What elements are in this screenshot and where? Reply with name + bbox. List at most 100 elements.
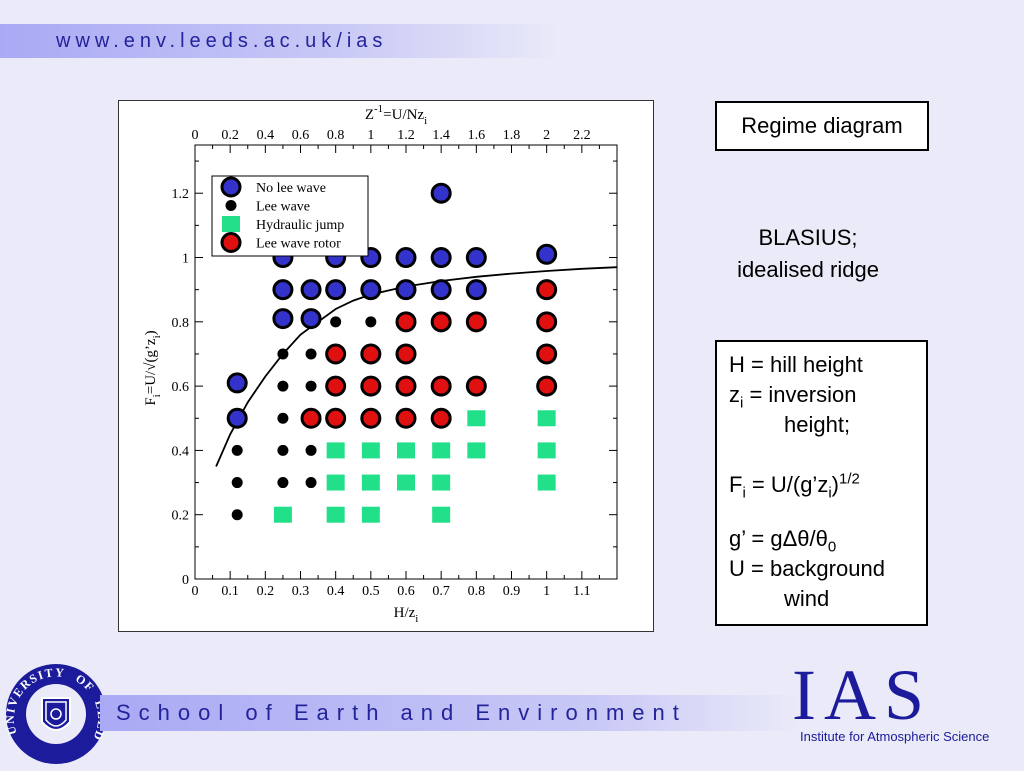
top-tick-label: 1 xyxy=(367,128,374,143)
series-lee-wave xyxy=(231,316,377,521)
def-h: H = hill height xyxy=(729,352,863,377)
case-line-2: idealised ridge xyxy=(737,257,879,282)
x-tick-label: 0.5 xyxy=(362,584,380,599)
data-point xyxy=(277,412,289,424)
x-tick-label: 1 xyxy=(543,584,550,599)
y-tick-label: 0.6 xyxy=(172,380,190,395)
x-tick-label: 0.1 xyxy=(221,584,239,599)
data-point xyxy=(231,477,243,489)
data-point xyxy=(360,407,382,429)
data-point xyxy=(226,407,248,429)
data-point xyxy=(395,247,417,269)
top-axis-label: Z-1=U/Nzi xyxy=(365,103,427,127)
data-point xyxy=(537,410,556,427)
legend-marker xyxy=(220,232,242,253)
data-point xyxy=(325,279,347,301)
data-point xyxy=(465,311,487,333)
data-point xyxy=(395,279,417,301)
data-point xyxy=(231,444,243,456)
data-point xyxy=(361,474,380,491)
x-tick-label: 1.1 xyxy=(573,584,591,599)
data-point xyxy=(467,442,486,459)
top-tick-label: 0 xyxy=(192,128,199,143)
data-point xyxy=(305,477,317,489)
data-point xyxy=(537,474,556,491)
x-tick-label: 0.7 xyxy=(432,584,450,599)
definitions-box: H = hill height zi = inversion height; F… xyxy=(715,340,928,626)
x-tick-label: 0.3 xyxy=(292,584,310,599)
y-tick-label: 1.2 xyxy=(172,187,190,202)
top-tick-label: 0.8 xyxy=(327,128,345,143)
header-band xyxy=(0,24,560,58)
def-zi: zi = inversion xyxy=(729,382,857,412)
x-tick-label: 0.9 xyxy=(503,584,521,599)
data-point xyxy=(465,375,487,397)
top-tick-label: 1.4 xyxy=(432,128,450,143)
data-point xyxy=(360,343,382,365)
data-point xyxy=(305,444,317,456)
def-u-cont: wind xyxy=(784,586,830,611)
top-tick-label: 1.6 xyxy=(468,128,486,143)
data-point xyxy=(277,348,289,360)
data-point xyxy=(397,474,415,491)
data-point xyxy=(361,442,380,459)
y-tick-label: 0 xyxy=(182,573,189,588)
data-point xyxy=(536,375,558,397)
data-point xyxy=(467,410,486,427)
top-tick-label: 1.8 xyxy=(503,128,521,143)
data-point xyxy=(300,308,322,330)
data-point xyxy=(277,444,289,456)
data-point xyxy=(272,308,294,330)
y-axis-label: Fi=U/√(g’zi) xyxy=(143,330,163,405)
legend: No lee wave Lee wave Hydraulic jump Lee wav… xyxy=(211,175,369,257)
top-tick-label: 2.2 xyxy=(573,128,591,143)
data-point xyxy=(326,442,345,459)
data-point xyxy=(277,477,289,489)
data-point xyxy=(432,442,451,459)
y-tick-label: 1 xyxy=(182,252,189,267)
data-point xyxy=(536,279,558,301)
data-point xyxy=(430,407,452,429)
data-point xyxy=(300,279,322,301)
ias-logo: IAS xyxy=(792,655,933,735)
data-point xyxy=(325,375,347,397)
top-tick-label: 0.4 xyxy=(257,128,275,143)
data-point xyxy=(397,442,415,459)
header-url[interactable]: www.env.leeds.ac.uk/ias xyxy=(56,30,388,52)
y-tick-label: 0.8 xyxy=(172,316,190,331)
regime-title-box: Regime diagram xyxy=(715,101,929,151)
legend-marker xyxy=(222,216,240,232)
data-point xyxy=(326,474,345,491)
x-tick-label: 0.2 xyxy=(257,584,275,599)
data-point xyxy=(273,506,292,523)
university-crest: UNIVERSITY OF LEEDS xyxy=(0,647,110,771)
data-point xyxy=(325,343,347,365)
y-tick-label: 0.4 xyxy=(172,444,190,459)
x-tick-label: 0.6 xyxy=(397,584,415,599)
data-point xyxy=(465,247,487,269)
data-point xyxy=(536,243,558,265)
data-point xyxy=(231,509,243,521)
data-point xyxy=(272,279,294,301)
data-point xyxy=(361,506,380,523)
data-point xyxy=(537,442,556,459)
data-point xyxy=(536,311,558,333)
x-tick-label: 0 xyxy=(192,584,199,599)
legend-marker xyxy=(225,200,237,211)
def-zi-cont: height; xyxy=(784,412,851,437)
data-point xyxy=(330,316,342,328)
data-point xyxy=(465,279,487,301)
data-point xyxy=(430,311,452,333)
data-point xyxy=(432,506,451,523)
x-tick-label: 0.4 xyxy=(327,584,345,599)
legend-marker xyxy=(220,176,242,198)
data-point xyxy=(430,375,452,397)
legend-label: Lee wave rotor xyxy=(256,237,341,252)
footer-band xyxy=(100,695,800,731)
data-point xyxy=(395,311,417,333)
def-u: U = background xyxy=(729,556,885,581)
legend-label: Lee wave xyxy=(256,200,310,215)
data-point xyxy=(277,380,289,392)
data-point xyxy=(326,506,345,523)
data-point xyxy=(430,247,452,269)
